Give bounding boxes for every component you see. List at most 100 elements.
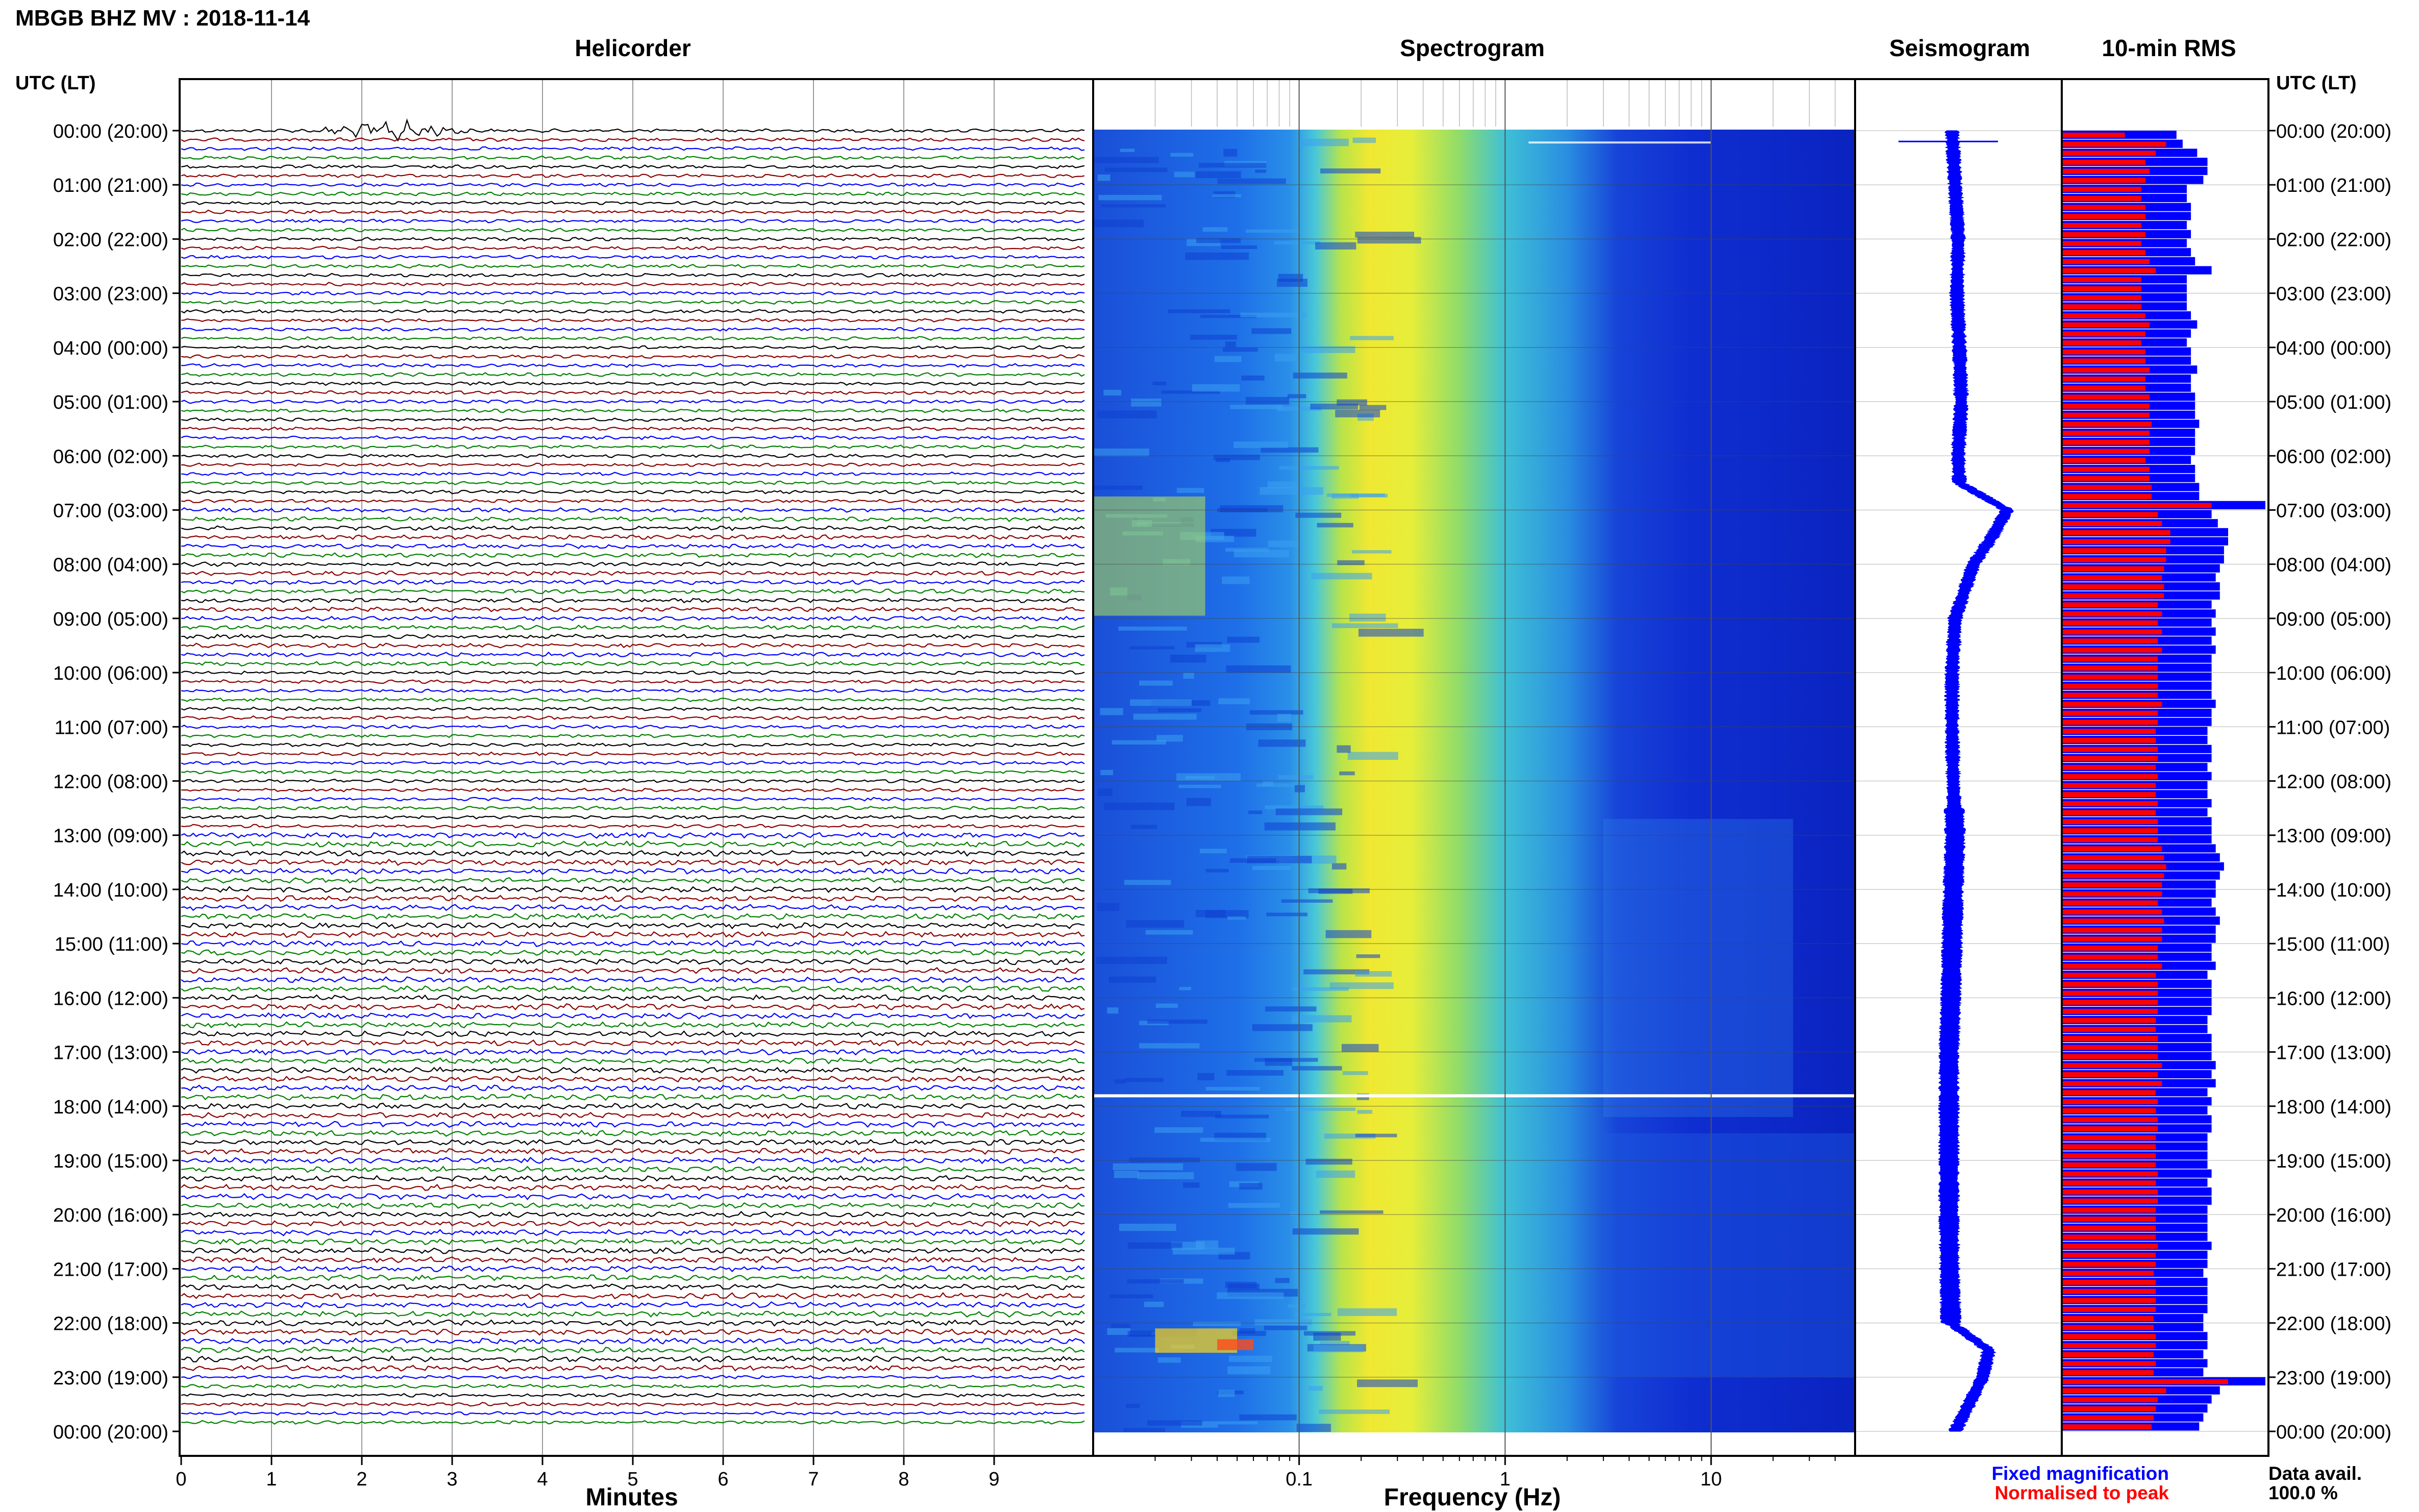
rms-bar-normalised <box>2063 1180 2156 1186</box>
spectrogram-streak <box>1147 1420 1202 1426</box>
time-label-left: 11:00 (07:00) <box>55 717 168 738</box>
helicorder-trace <box>181 912 1084 921</box>
spectrogram-patch <box>1603 819 1793 1117</box>
rms-bar-normalised <box>2063 1027 2156 1032</box>
helicorder-trace <box>181 1256 1085 1263</box>
time-label-left: 22:00 (18:00) <box>53 1313 168 1335</box>
spectrogram-streak <box>1290 1211 1302 1217</box>
rms-bar-normalised <box>2063 1379 2228 1384</box>
rms-bar-normalised <box>2063 458 2145 463</box>
rms-bar-normalised <box>2063 638 2158 644</box>
spectrogram-streak <box>1226 1070 1284 1076</box>
time-label-right: 08:00 (04:00) <box>2276 555 2391 576</box>
helicorder-trace <box>181 660 1085 667</box>
rms-bar-normalised <box>2063 151 2156 156</box>
helicorder-trace <box>181 372 1085 377</box>
minutes-tick-label: 7 <box>808 1469 819 1490</box>
spectrogram-gap-line <box>1528 141 1711 144</box>
helicorder-trace <box>181 598 1085 604</box>
helicorder-trace <box>181 1057 1085 1065</box>
rms-bar-normalised <box>2063 575 2162 581</box>
helicorder-trace <box>181 164 1085 169</box>
spectrogram-streak <box>1325 930 1372 938</box>
rms-bar-normalised <box>2063 214 2145 219</box>
spectrogram-streak <box>1103 389 1122 396</box>
time-label-left: 00:00 (20:00) <box>53 121 168 142</box>
rms-bar-normalised <box>2063 1415 2154 1421</box>
rms-bar-normalised <box>2063 963 2162 969</box>
helicorder-trace <box>181 1247 1085 1255</box>
spectrogram-streak <box>1291 987 1349 991</box>
minutes-tick-label: 8 <box>898 1469 909 1490</box>
rms-bar-normalised <box>2063 647 2162 653</box>
rms-bar-normalised <box>2063 973 2156 978</box>
helicorder-trace <box>181 904 1085 911</box>
spectrogram-streak <box>1256 783 1305 787</box>
time-label-right: 22:00 (18:00) <box>2276 1313 2391 1335</box>
time-label-right: 06:00 (02:00) <box>2276 446 2391 467</box>
rms-bar-normalised <box>2063 810 2156 815</box>
helicorder-trace <box>181 688 1085 693</box>
rms-bar-normalised <box>2063 1081 2162 1086</box>
spectrogram-streak <box>1217 508 1268 512</box>
helicorder-panel <box>181 79 1085 1456</box>
rms-bar-normalised <box>2063 1144 2156 1150</box>
spectrogram-streak <box>1255 169 1267 173</box>
helicorder-trace <box>181 354 1085 359</box>
time-label-left: 02:00 (22:00) <box>53 229 168 251</box>
spectrogram-streak <box>1274 354 1297 362</box>
time-label-right: 11:00 (07:00) <box>2276 717 2390 738</box>
spectrogram-streak <box>1246 723 1292 730</box>
spectrogram-streak <box>1174 171 1195 178</box>
helicorder-trace <box>181 1067 1085 1074</box>
time-label-left: 13:00 (09:00) <box>53 826 168 847</box>
rms-bar-normalised <box>2063 358 2145 364</box>
rms-bar-normalised <box>2063 403 2150 409</box>
rms-bar-normalised <box>2063 1288 2156 1294</box>
rms-bar-normalised <box>2063 611 2162 616</box>
rms-bar-normalised <box>2063 259 2150 264</box>
rms-bar-normalised <box>2063 774 2158 779</box>
spectrogram-streak <box>1186 798 1212 806</box>
rms-bar-normalised <box>2063 1334 2156 1340</box>
rms-bar-normalised <box>2063 1008 2158 1014</box>
spectrogram-streak <box>1155 1003 1178 1008</box>
spectrogram-streak <box>1278 274 1303 282</box>
spectrogram-streak <box>1275 1278 1290 1283</box>
helicorder-trace <box>181 1175 1085 1182</box>
spectrogram-streak <box>1202 227 1228 232</box>
helicorder-trace <box>181 525 1085 531</box>
spectrogram-streak <box>1349 613 1386 622</box>
spectrogram-streak <box>1281 899 1333 903</box>
helicorder-trace <box>181 1039 1085 1047</box>
spectrogram-streak <box>1292 1015 1352 1023</box>
rms-bar-normalised <box>2063 394 2150 400</box>
helicorder-trace <box>181 1238 1085 1246</box>
spectrogram-streak <box>1139 1043 1200 1049</box>
spectrogram-streak <box>1214 356 1242 362</box>
helicorder-trace <box>181 633 1085 639</box>
spectrogram-streak <box>1324 1133 1376 1139</box>
spectrogram-streak <box>1357 237 1421 244</box>
spectrogram-streak <box>1218 1390 1235 1397</box>
spectrogram-streak <box>1326 493 1385 497</box>
time-label-right: 14:00 (10:00) <box>2276 880 2391 901</box>
helicorder-trace <box>181 824 1084 829</box>
spectrogram-streak <box>1252 865 1291 870</box>
spectrogram-streak <box>1311 573 1372 580</box>
helicorder-trace <box>181 444 1085 450</box>
rms-bar-normalised <box>2063 990 2158 996</box>
time-label-left: 05:00 (01:00) <box>53 392 168 413</box>
helicorder-trace <box>181 985 1085 993</box>
time-label-right: 00:00 (20:00) <box>2276 1422 2391 1443</box>
minutes-tick-label: 9 <box>989 1469 999 1490</box>
spectrogram-streak <box>1350 336 1394 340</box>
helicorder-trace <box>181 1048 1085 1056</box>
time-label-left: 20:00 (16:00) <box>53 1205 168 1226</box>
helicorder-trace <box>181 1220 1085 1227</box>
rms-bar-normalised <box>2063 1316 2154 1321</box>
spectrogram-streak <box>1124 880 1171 885</box>
rms-bar-normalised <box>2063 268 2156 274</box>
helicorder-trace <box>181 453 1085 458</box>
helicorder-trace <box>181 895 1085 902</box>
